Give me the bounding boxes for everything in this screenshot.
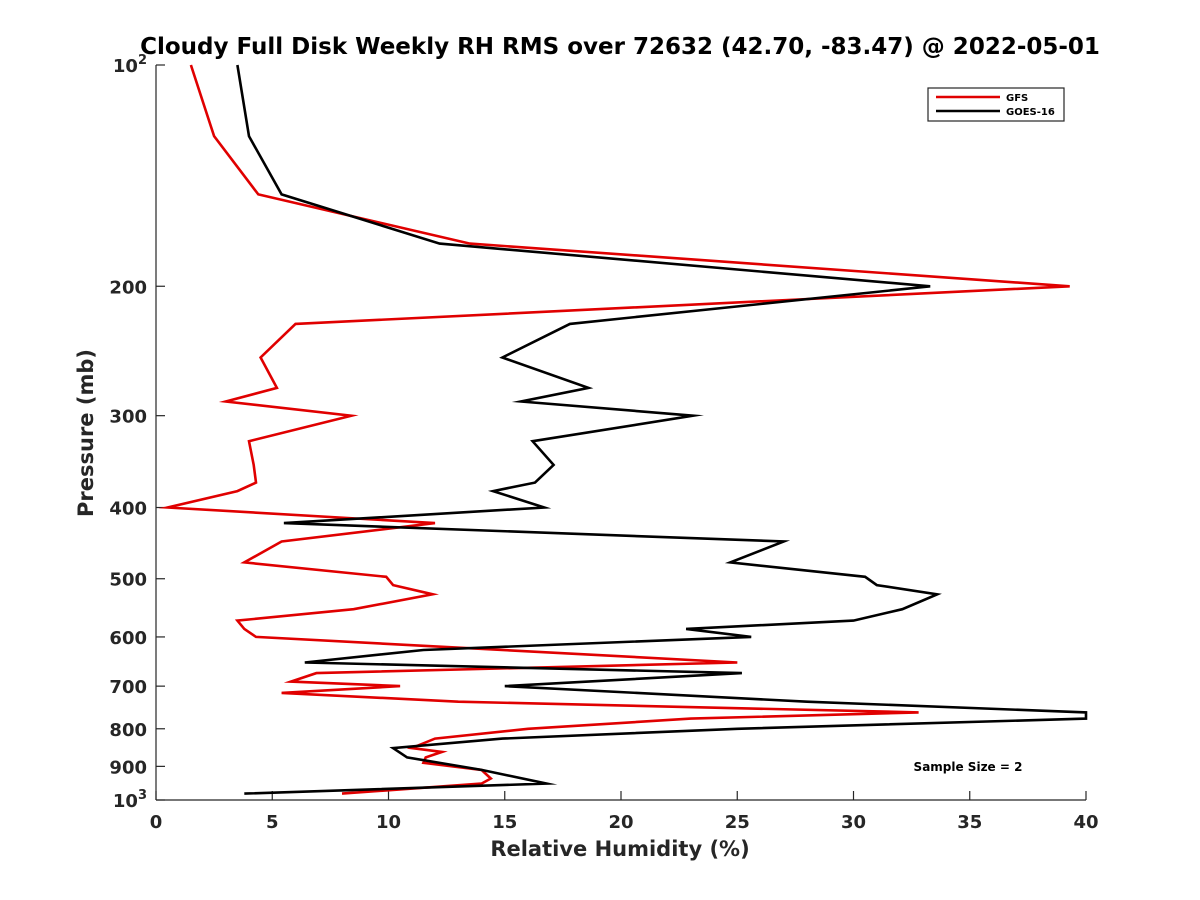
legend-label-gfs: GFS	[1006, 93, 1028, 104]
y-tick-label: 700	[109, 677, 147, 698]
y-axis: 102 200 300 400 500 600 700 800 900 103	[109, 53, 165, 812]
x-tick-label: 5	[266, 812, 279, 833]
series-line-goes-16	[236, 64, 1088, 795]
y-tick-label: 800	[109, 720, 147, 741]
y-tick-label: 900	[109, 757, 147, 778]
x-tick-label: 35	[957, 812, 982, 833]
x-tick-label: 0	[150, 812, 163, 833]
y-tick-label: 102	[113, 53, 147, 77]
plot-background	[156, 65, 1086, 800]
x-axis-label: Relative Humidity (%)	[490, 837, 749, 861]
y-tick-label: 400	[109, 499, 147, 520]
legend-label-goes-16: GOES-16	[1006, 107, 1055, 118]
x-axis: 0 5 10 15 20 25 30 35 40	[150, 791, 1099, 833]
y-tick-label: 500	[109, 570, 147, 591]
chart-title: Cloudy Full Disk Weekly RH RMS over 7263…	[140, 34, 1100, 60]
legend-box	[927, 87, 1065, 122]
y-axis-label: Pressure (mb)	[74, 349, 98, 517]
x-tick-label: 15	[492, 812, 517, 833]
y-tick-label: 600	[109, 628, 147, 649]
x-tick-label: 30	[841, 812, 866, 833]
y-tick-label: 300	[109, 407, 147, 428]
x-tick-label: 25	[725, 812, 750, 833]
sample-size-annotation: Sample Size = 2	[914, 760, 1023, 774]
legend: GFS GOES-16	[927, 87, 1065, 122]
series-layer	[158, 64, 1088, 795]
series-line-gfs	[158, 64, 1070, 795]
plot-area	[155, 65, 1086, 801]
y-tick-label: 200	[109, 277, 147, 298]
x-tick-label: 40	[1073, 812, 1098, 833]
y-tick-label: 103	[113, 788, 147, 812]
x-tick-label: 20	[608, 812, 633, 833]
x-tick-label: 10	[376, 812, 401, 833]
